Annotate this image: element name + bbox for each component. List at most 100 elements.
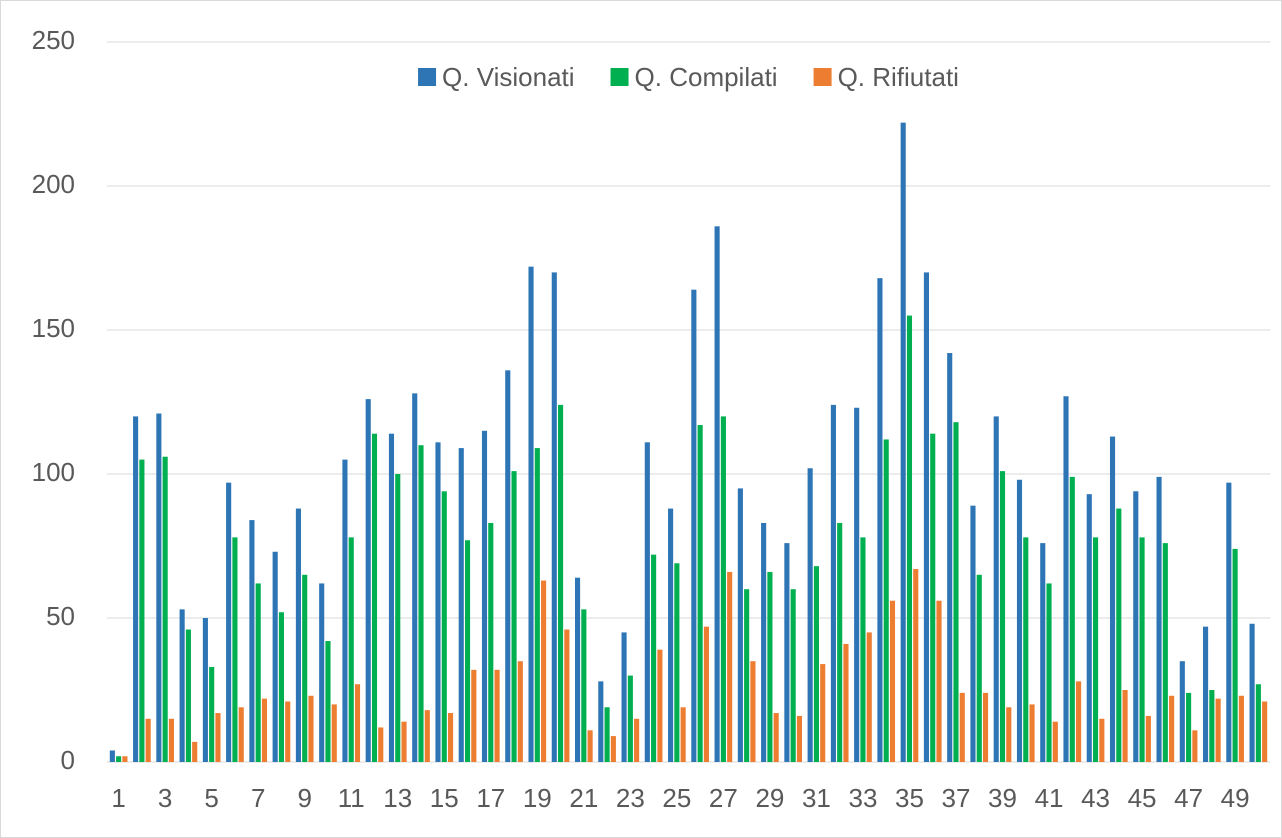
legend-swatch — [610, 68, 629, 86]
x-tick-label: 19 — [523, 783, 552, 813]
bar — [109, 750, 115, 762]
x-tick-label: 33 — [848, 783, 877, 813]
x-tick-label: 31 — [802, 783, 831, 813]
x-tick-label: 39 — [988, 783, 1017, 813]
bar — [511, 471, 517, 762]
x-tick-label: 41 — [1035, 783, 1064, 813]
bar — [970, 505, 976, 762]
bar — [574, 577, 581, 762]
bar — [458, 448, 464, 762]
y-tick-label: 0 — [61, 745, 75, 775]
bar — [1029, 704, 1035, 762]
bar — [133, 416, 139, 762]
bar — [139, 459, 145, 762]
bar — [854, 407, 860, 762]
bar — [657, 649, 663, 762]
bar — [295, 508, 301, 762]
bar — [644, 442, 650, 762]
bar — [238, 707, 244, 762]
x-tick-label: 45 — [1128, 783, 1157, 813]
bar — [378, 727, 384, 762]
bar — [1215, 698, 1221, 762]
bar — [1169, 695, 1175, 762]
bar — [767, 571, 773, 762]
bar — [947, 353, 953, 762]
bar — [226, 482, 232, 762]
x-tick-label: 21 — [569, 783, 598, 813]
bar — [1226, 482, 1232, 762]
legend-swatch — [813, 68, 832, 86]
bar — [441, 491, 447, 762]
bar — [906, 315, 913, 762]
bar — [424, 710, 430, 762]
bar — [551, 272, 557, 762]
bar — [813, 566, 819, 762]
bar — [1099, 718, 1105, 762]
bar — [145, 718, 151, 762]
bar — [447, 713, 454, 762]
bar — [202, 618, 208, 762]
bar — [331, 704, 337, 762]
bar — [744, 589, 750, 762]
bar — [581, 609, 587, 762]
x-tick-label: 5 — [204, 783, 218, 813]
bar — [1162, 543, 1168, 762]
bar — [371, 433, 378, 762]
bar — [610, 736, 616, 762]
bar — [558, 404, 564, 762]
bar — [302, 574, 308, 762]
bar — [860, 537, 866, 762]
bar — [830, 404, 836, 762]
bar — [1192, 730, 1198, 762]
bar — [505, 370, 511, 762]
bar — [1133, 491, 1139, 762]
x-tick-label: 47 — [1174, 783, 1203, 813]
bar — [494, 669, 500, 762]
x-tick-label: 13 — [383, 783, 412, 813]
bar — [116, 756, 122, 762]
legend-label: Q. Visionati — [442, 62, 574, 92]
bar — [418, 445, 424, 762]
bar — [866, 632, 872, 762]
bar — [1116, 508, 1122, 762]
x-tick-label: 25 — [662, 783, 691, 813]
bar — [348, 537, 354, 762]
bar — [634, 718, 640, 762]
bar — [714, 226, 720, 762]
bar — [1109, 436, 1116, 762]
bar — [680, 707, 686, 762]
bar — [272, 551, 278, 762]
bar — [232, 537, 238, 762]
bar — [534, 448, 540, 762]
bar — [1092, 537, 1099, 762]
y-tick-label: 250 — [32, 25, 75, 55]
bar — [215, 713, 221, 762]
bar — [913, 569, 919, 762]
legend-label: Q. Compilati — [635, 62, 778, 92]
bar — [471, 669, 477, 762]
bar — [587, 730, 593, 762]
bar — [1139, 537, 1145, 762]
x-tick-label: 37 — [942, 783, 971, 813]
bar — [354, 684, 361, 762]
x-tick-label: 11 — [338, 783, 365, 813]
bar — [843, 643, 849, 762]
bar — [209, 666, 215, 762]
x-tick-label: 17 — [476, 783, 505, 813]
bar — [1262, 701, 1268, 762]
bar — [790, 589, 796, 762]
bar — [395, 474, 401, 762]
bar — [883, 439, 889, 762]
bar — [261, 698, 268, 762]
bar — [342, 459, 348, 762]
x-tick-label: 23 — [616, 783, 645, 813]
x-tick-label: 15 — [430, 783, 459, 813]
bar — [668, 508, 674, 762]
bar — [528, 266, 534, 762]
bar — [1006, 707, 1012, 762]
bar — [488, 522, 494, 762]
bar — [900, 122, 906, 762]
bar — [401, 721, 407, 762]
bar — [179, 609, 185, 762]
bar — [564, 629, 570, 762]
